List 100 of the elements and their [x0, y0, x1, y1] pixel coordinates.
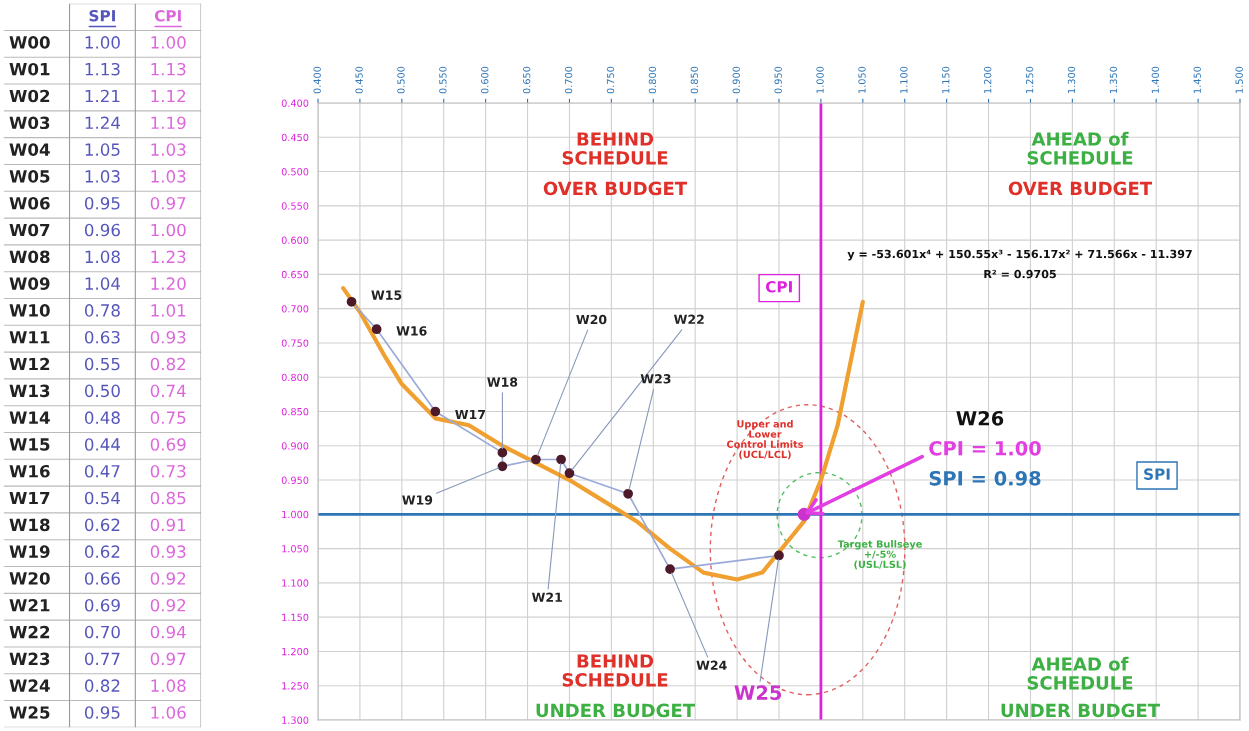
x-tick-label: 1.000	[816, 66, 824, 93]
category-label: W11	[9, 331, 50, 344]
data-label: 1.00	[151, 36, 186, 49]
x-tick-label: 0.800	[648, 66, 657, 94]
x-tick-label: 0.450	[355, 66, 363, 94]
data-label: 0.85	[150, 491, 186, 505]
data-label: 1.00	[151, 223, 186, 237]
legend-label: SPI	[89, 9, 115, 22]
y-tick-label: 0.650	[281, 270, 309, 279]
category-label: W25	[9, 706, 50, 719]
data-label: 1.03	[85, 170, 120, 183]
data-label: 1.08	[151, 679, 186, 692]
x-tick-label: 1.050	[858, 66, 866, 93]
annotation: W23	[640, 374, 671, 384]
annotation: W19	[402, 495, 433, 505]
data-label: 1.12	[151, 89, 186, 103]
data-label: 0.92	[150, 598, 186, 612]
category-label: W23	[9, 652, 50, 666]
category-label: W10	[9, 304, 50, 317]
x-tick-label: 0.700	[564, 66, 573, 94]
ref-line-label: SPI	[1144, 468, 1170, 480]
annotation: UNDER BUDGET	[536, 703, 695, 718]
data-label: 0.91	[150, 518, 186, 532]
y-tick-label: 0.450	[281, 133, 309, 142]
annotation: W16	[396, 326, 427, 336]
x-tick-label: 0.600	[481, 66, 489, 94]
category-label: W21	[9, 598, 50, 612]
data-label: 0.69	[150, 438, 186, 451]
annotation: OVER BUDGET	[1008, 181, 1153, 196]
category-label: W05	[9, 170, 50, 183]
data-label: 0.92	[150, 572, 186, 585]
x-tick-label: 0.550	[439, 66, 447, 94]
y-tick-label: 0.600	[281, 236, 309, 244]
data-label: 1.01	[151, 304, 186, 317]
data-label: 1.08	[85, 250, 120, 264]
data-label: 0.96	[84, 223, 120, 237]
y-tick-label: 0.500	[281, 168, 309, 176]
annotation: Target Bullseye +/-5% (USL/LSL)	[837, 540, 922, 570]
data-label: 0.94	[150, 625, 186, 639]
data-label: 1.00	[85, 36, 120, 49]
category-label: W20	[9, 572, 50, 585]
annotation: BEHIND SCHEDULE	[562, 132, 668, 165]
y-tick-label: 1.200	[282, 647, 309, 656]
data-label: 0.48	[84, 411, 120, 424]
annotation: AHEAD of SCHEDULE	[1027, 656, 1133, 690]
annotation: UNDER BUDGET	[1001, 703, 1160, 718]
data-label: 1.19	[151, 116, 186, 130]
data-label: 1.20	[151, 277, 186, 290]
category-label: W13	[9, 384, 50, 398]
x-tick-label: 1.250	[1025, 66, 1034, 93]
x-tick-label: 1.100	[900, 66, 908, 93]
y-tick-label: 1.000	[282, 510, 309, 519]
x-tick-label: 1.350	[1109, 66, 1118, 93]
category-label: W02	[9, 89, 50, 103]
data-label: 1.23	[151, 250, 186, 264]
data-label: 0.77	[84, 652, 120, 666]
data-label: 0.70	[84, 625, 120, 639]
data-label: 0.62	[84, 545, 120, 558]
y-tick-label: 0.800	[281, 373, 309, 382]
category-label: W00	[9, 36, 50, 49]
category-label: W15	[9, 438, 50, 451]
data-label: 1.05	[85, 143, 120, 156]
data-label: 0.44	[84, 438, 121, 451]
data-label: 1.21	[85, 89, 120, 103]
y-tick-label: 1.300	[282, 716, 309, 724]
legend-label: CPI	[154, 9, 181, 22]
ref-line-label: CPI	[765, 280, 792, 293]
annotation: AHEAD of SCHEDULE	[1027, 131, 1133, 165]
annotation: SPI = 0.98	[929, 470, 1041, 486]
category-label: W06	[9, 196, 50, 210]
y-tick-label: 0.550	[281, 202, 309, 210]
data-label: 0.50	[84, 384, 120, 398]
data-label: 0.73	[150, 464, 186, 478]
annotation: W20	[576, 314, 607, 325]
y-tick-label: 0.400	[281, 99, 309, 107]
y-tick-label: 1.050	[282, 545, 309, 553]
x-tick-label: 0.950	[774, 66, 782, 94]
category-label: W12	[9, 357, 50, 371]
y-tick-label: 1.100	[282, 579, 309, 587]
category-label: W08	[9, 250, 50, 264]
category-label: W04	[9, 143, 50, 156]
data-label: 1.24	[85, 116, 121, 129]
data-label: 1.03	[151, 170, 186, 183]
category-label: W03	[9, 116, 50, 130]
data-label: 0.69	[84, 598, 120, 612]
category-label: W01	[9, 62, 50, 76]
category-label: W17	[9, 491, 50, 505]
data-label: 0.78	[84, 304, 120, 317]
category-label: W14	[9, 411, 50, 424]
category-label: W24	[9, 679, 50, 692]
category-label: W07	[9, 223, 50, 237]
annotation: W25	[734, 685, 782, 700]
annotation: R² = 0.9705	[984, 269, 1056, 279]
x-tick-label: 1.300	[1067, 66, 1076, 93]
x-tick-label: 0.750	[606, 66, 615, 94]
annotation: W15	[371, 290, 402, 300]
data-label: 0.95	[84, 706, 120, 719]
y-tick-label: 1.150	[282, 613, 309, 621]
x-tick-label: 0.500	[397, 66, 405, 94]
category-label: W16	[9, 464, 50, 478]
